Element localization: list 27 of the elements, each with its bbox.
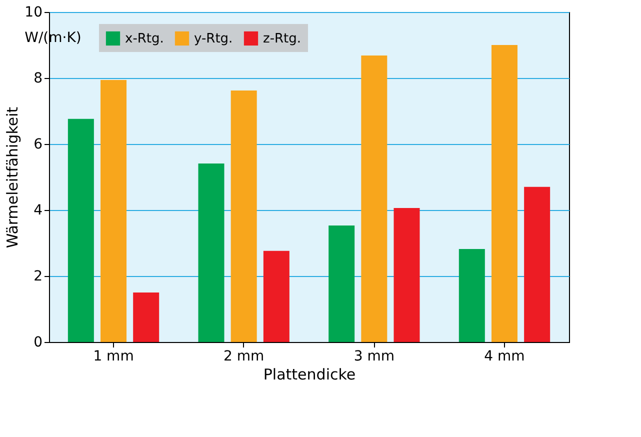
bar	[328, 226, 355, 342]
bar	[68, 118, 94, 342]
x-axis-title: Plattendicke	[263, 366, 356, 384]
x-tick-label: 4 mm	[484, 348, 525, 364]
y-tick-label: 10	[24, 4, 42, 20]
y-tick-label: 0	[34, 334, 42, 350]
legend-label: z-Rtg.	[263, 31, 302, 46]
x-tick-label: 1 mm	[93, 348, 134, 364]
legend-label: y-Rtg.	[194, 31, 233, 46]
bar	[458, 248, 485, 342]
bar	[263, 250, 290, 342]
bar	[133, 292, 160, 342]
bar	[524, 186, 550, 342]
bar	[394, 208, 420, 342]
bar	[100, 80, 127, 342]
legend-label: x-Rtg.	[125, 31, 164, 46]
bar	[491, 45, 518, 342]
y-tick-label: 4	[34, 202, 43, 218]
y-tick-label: 8	[34, 70, 42, 86]
y-tick-label: 2	[34, 268, 42, 284]
x-tick-label: 3 mm	[354, 348, 394, 364]
y-axis-title: Wärmeleitfähigkeit	[4, 106, 22, 248]
y-tick-label: 6	[34, 136, 43, 152]
bar	[230, 90, 257, 342]
x-tick-label: 2 mm	[224, 348, 264, 364]
bar	[361, 56, 388, 342]
bar	[198, 163, 224, 342]
